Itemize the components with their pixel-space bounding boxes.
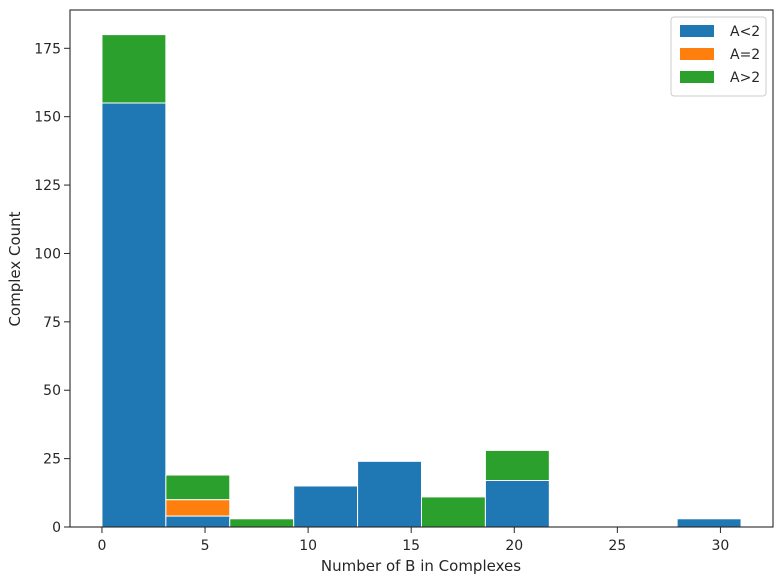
axes-layer — [69, 9, 774, 528]
y-tick-label: 75 — [43, 315, 61, 331]
legend-label: A<2 — [730, 24, 760, 40]
bar-a-2-bin-1 — [165, 474, 231, 501]
x-tick-label: 10 — [299, 538, 317, 554]
legend-swatch — [680, 71, 714, 83]
x-tick-label: 30 — [712, 538, 730, 554]
x-tick-label: 15 — [402, 538, 420, 554]
legend-label: A>2 — [730, 70, 760, 86]
tick-layer: 0 5 10 15 20 25 30 0 25 50 75 100 125 150 175 — [34, 41, 729, 554]
legend-swatch — [680, 25, 714, 37]
x-tick-label: 0 — [97, 538, 106, 554]
bar-a-2-bin-0 — [101, 102, 167, 528]
x-axis-title: Number of B in Complexes — [321, 557, 521, 575]
bar-a-2-bin-9 — [676, 518, 742, 528]
bar-a-2-bin-0 — [101, 34, 167, 104]
y-tick-label: 25 — [43, 452, 61, 468]
y-tick-label: 100 — [34, 246, 61, 262]
bar-layer — [101, 34, 742, 528]
bar-a-2-bin-1 — [165, 499, 231, 517]
bar-a-2-bin-4 — [357, 460, 423, 528]
y-tick-label: 0 — [52, 520, 61, 536]
y-tick-label: 50 — [43, 383, 61, 399]
y-tick-label: 175 — [34, 41, 61, 57]
y-tick-label: 125 — [34, 178, 61, 194]
bar-a-2-bin-6 — [484, 479, 550, 528]
bar-a-2-bin-5 — [421, 496, 486, 528]
legend-label: A=2 — [730, 47, 760, 63]
bar-a-2-bin-3 — [293, 485, 359, 528]
y-tick-label: 150 — [34, 110, 61, 126]
x-tick-label: 20 — [505, 538, 523, 554]
bar-a-2-bin-2 — [229, 518, 295, 528]
x-tick-label: 5 — [201, 538, 210, 554]
y-axis-title: Complex Count — [6, 211, 24, 326]
legend-swatch — [680, 48, 714, 60]
bar-a-2-bin-6 — [484, 449, 550, 481]
x-tick-label: 25 — [608, 538, 626, 554]
plot-frame — [69, 9, 774, 528]
bar-a-2-bin-1 — [165, 515, 231, 528]
legend: A<2 A=2 A>2 — [670, 16, 767, 97]
